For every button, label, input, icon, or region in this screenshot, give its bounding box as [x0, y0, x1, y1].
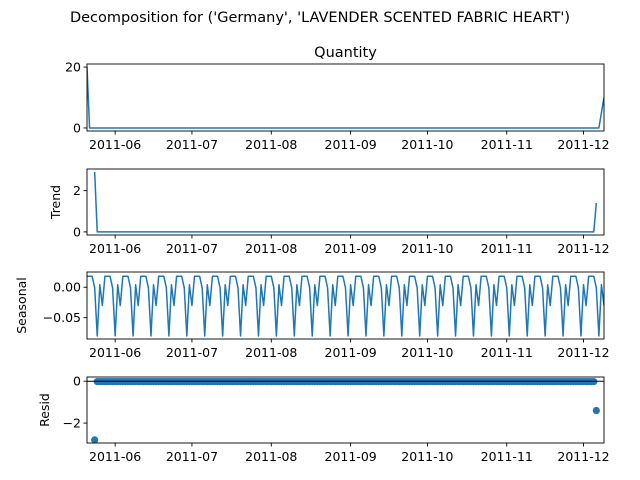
x-tick-label: 2011-08	[245, 345, 297, 360]
y-tick-label: 2	[73, 183, 81, 198]
x-tick-label: 2011-08	[245, 449, 297, 464]
x-tick-label: 2011-10	[401, 449, 453, 464]
y-tick-label: −0.05	[43, 310, 81, 325]
x-tick-label: 2011-06	[89, 449, 141, 464]
x-tick-label: 2011-09	[325, 137, 377, 152]
panel-1: 0 20 2011-06 2011-07 2011-08 2011-09 2011-10 20…	[65, 45, 610, 152]
panel-3: 0.00 −0.05 2011-06 2011-07 2011-08 2011-09 201…	[14, 271, 610, 360]
series-group	[87, 67, 604, 129]
series-line	[93, 172, 598, 233]
x-tick-label: 2011-09	[325, 241, 377, 256]
y-axis-label: Seasonal	[14, 277, 29, 334]
series-line	[87, 275, 604, 337]
x-tick-label: 2011-07	[166, 449, 218, 464]
axes-frame	[86, 168, 605, 236]
panel-2: 0 2 2011-06 2011-07 2011-08 2011-09 2011-10 201…	[48, 168, 610, 256]
x-tick-label: 2011-06	[89, 137, 141, 152]
x-tick-label: 2011-08	[245, 137, 297, 152]
axes-frame	[86, 271, 605, 340]
y-tick-label: 0	[73, 374, 81, 389]
y-tick-label: −2	[63, 416, 81, 431]
y-tick-label: 20	[65, 60, 81, 75]
x-tick-label: 2011-06	[89, 241, 141, 256]
panel-title: Quantity	[314, 45, 377, 61]
x-tick-label: 2011-12	[557, 137, 609, 152]
y-axis-label: Resid	[37, 393, 52, 427]
x-tick-label: 2011-11	[481, 345, 533, 360]
x-tick-label: 2011-07	[166, 241, 218, 256]
resid-point-outlier	[91, 436, 99, 443]
x-tick-label: 2011-10	[401, 345, 453, 360]
series-group	[87, 275, 604, 337]
x-tick-label: 2011-12	[557, 241, 609, 256]
y-tick-label: 0	[73, 120, 81, 135]
x-tick-label: 2011-12	[557, 449, 609, 464]
x-tick-label: 2011-10	[401, 241, 453, 256]
axes-frame	[86, 376, 605, 444]
series-line	[87, 67, 604, 129]
x-tick-label: 2011-09	[325, 345, 377, 360]
y-tick-label: 0.00	[53, 280, 81, 295]
panel-4: 0 −2 2011-06 2011-07 2011-08 2011-09 2011-10 20…	[37, 374, 610, 464]
y-tick-label: 0	[73, 224, 81, 239]
x-tick-label: 2011-08	[245, 241, 297, 256]
x-tick-label: 2011-11	[481, 241, 533, 256]
x-tick-label: 2011-07	[166, 137, 218, 152]
y-axis-label: Trend	[48, 185, 63, 220]
x-tick-label: 2011-07	[166, 345, 218, 360]
x-tick-label: 2011-10	[401, 137, 453, 152]
x-tick-label: 2011-12	[557, 345, 609, 360]
axes-frame	[86, 63, 605, 132]
resid-point-outlier	[592, 406, 600, 415]
x-tick-label: 2011-11	[481, 137, 533, 152]
figure-title: Decomposition for ('Germany', 'LAVENDER …	[70, 10, 570, 26]
x-tick-label: 2011-09	[325, 449, 377, 464]
x-tick-label: 2011-06	[89, 345, 141, 360]
x-tick-label: 2011-11	[481, 449, 533, 464]
series-group	[93, 172, 598, 233]
